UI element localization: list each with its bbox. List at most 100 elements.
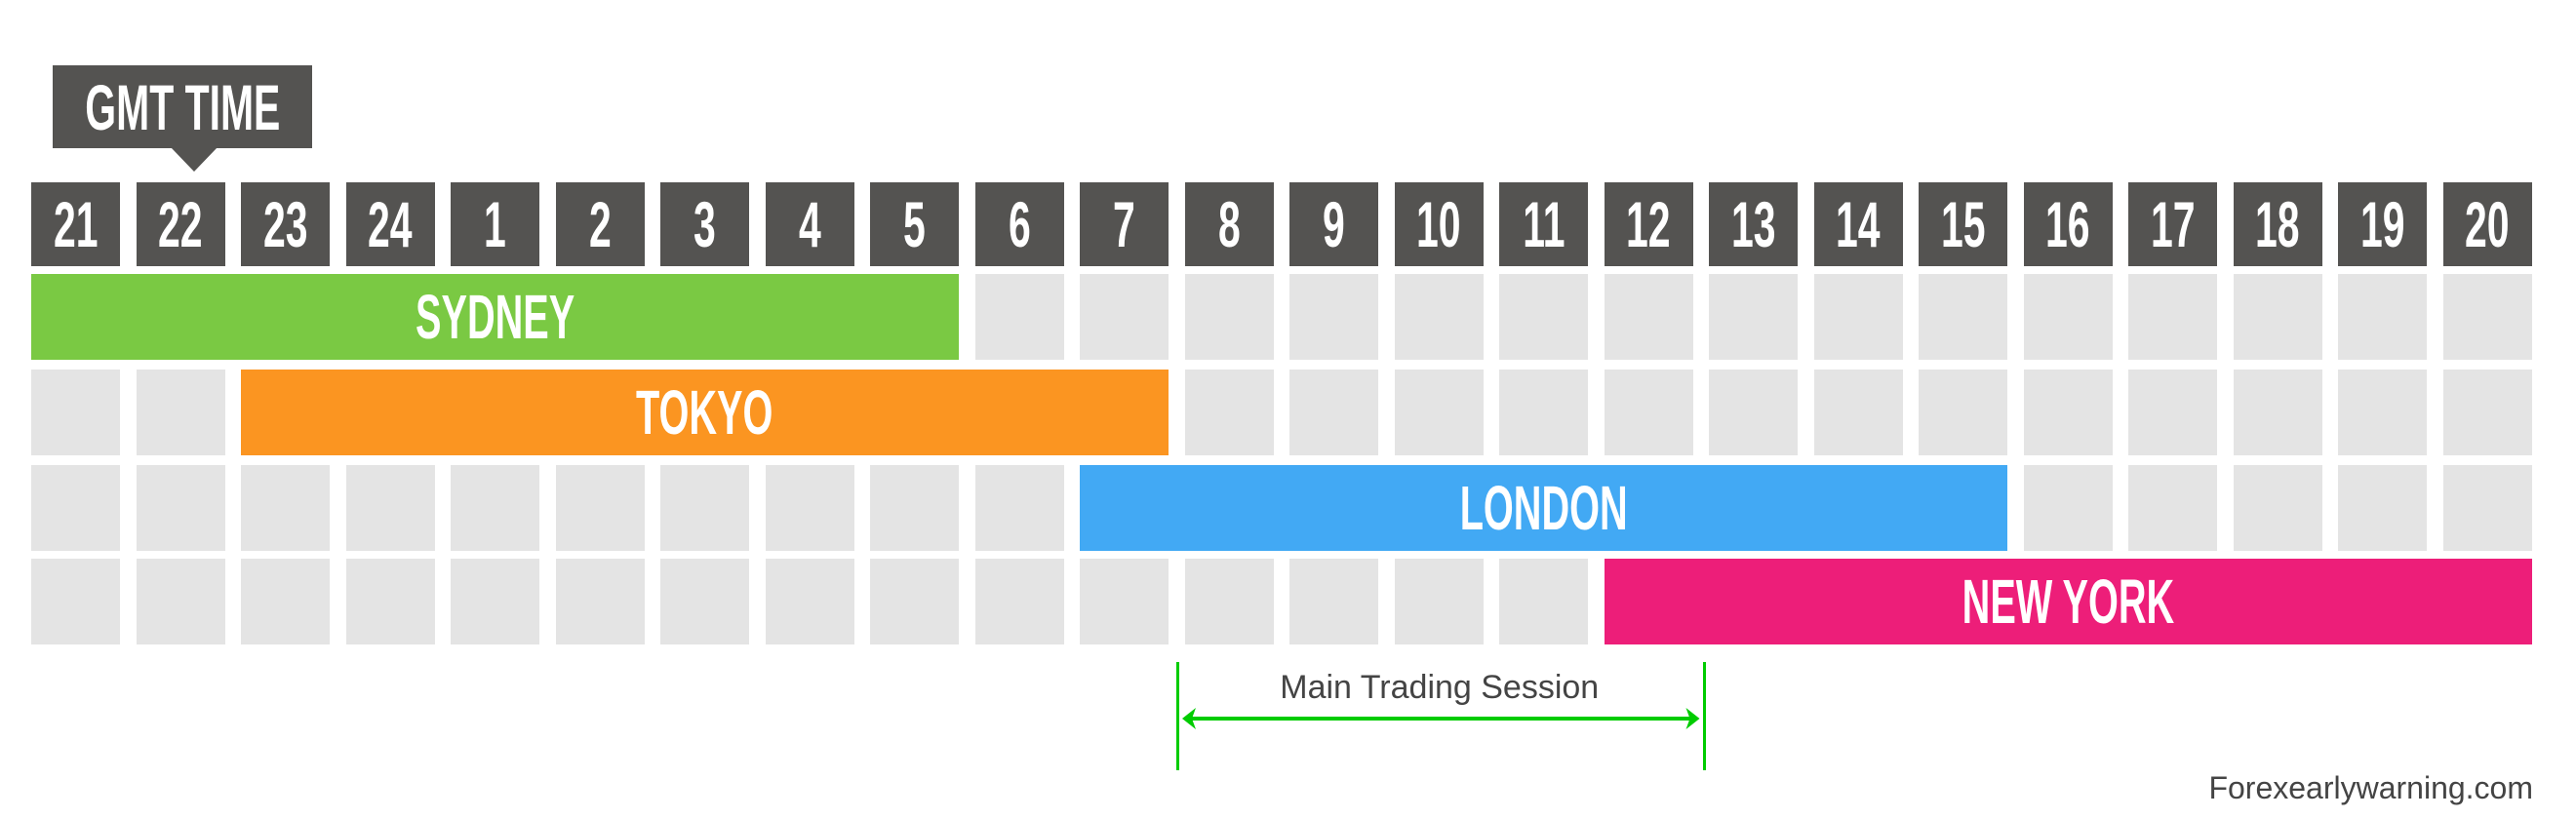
hour-label: 16	[2045, 188, 2090, 260]
session-bar-sydney: SYDNEY	[31, 274, 959, 360]
hour-cell-4: 4	[765, 182, 854, 266]
hour-label: 20	[2465, 188, 2510, 260]
empty-cell	[345, 465, 435, 551]
session-bar-new-york: NEW YORK	[1604, 559, 2532, 644]
empty-cell	[2023, 370, 2113, 455]
arrow-head-right	[1685, 708, 1699, 729]
empty-cell	[870, 559, 959, 644]
hour-cell-18: 18	[2233, 182, 2322, 266]
hour-label: 8	[1217, 188, 1241, 260]
empty-cell	[2233, 465, 2322, 551]
empty-cell	[2442, 465, 2532, 551]
empty-cell	[1184, 274, 1274, 360]
empty-cell	[1813, 274, 1903, 360]
empty-cell	[1813, 370, 1903, 455]
empty-cell	[1709, 274, 1798, 360]
hour-cell-5: 5	[870, 182, 959, 266]
empty-cell	[1604, 370, 1693, 455]
empty-cell	[1184, 370, 1274, 455]
hour-cell-7: 7	[1080, 182, 1169, 266]
empty-cell	[2128, 465, 2217, 551]
empty-cell	[1499, 274, 1588, 360]
hour-label: 10	[1416, 188, 1461, 260]
empty-cell	[974, 465, 1064, 551]
empty-cell	[2233, 274, 2322, 360]
empty-cell	[660, 465, 749, 551]
empty-cell	[1499, 559, 1588, 644]
empty-cell	[2442, 274, 2532, 360]
empty-cell	[1394, 559, 1484, 644]
hour-label: 1	[484, 188, 506, 260]
hour-label: 15	[1940, 188, 1986, 260]
empty-cell	[1080, 274, 1169, 360]
hour-label: 11	[1522, 188, 1565, 260]
empty-cell	[1394, 370, 1484, 455]
empty-cell	[2023, 465, 2113, 551]
gmt-label-pointer	[171, 147, 218, 172]
hour-cell-10: 10	[1394, 182, 1484, 266]
hour-cell-13: 13	[1709, 182, 1798, 266]
hour-label: 7	[1113, 188, 1135, 260]
hour-cell-21: 21	[31, 182, 120, 266]
hour-cell-16: 16	[2023, 182, 2113, 266]
empty-cell	[974, 274, 1064, 360]
empty-cell	[1289, 274, 1378, 360]
empty-cell	[136, 465, 225, 551]
main-session-start-line	[1175, 662, 1179, 770]
hour-label: 19	[2359, 188, 2405, 260]
empty-cell	[1499, 370, 1588, 455]
empty-cell	[765, 559, 854, 644]
empty-cell	[136, 370, 225, 455]
empty-cell	[1080, 559, 1169, 644]
empty-cell	[451, 465, 539, 551]
hour-cell-23: 23	[241, 182, 330, 266]
empty-cell	[1709, 370, 1798, 455]
hour-label: 4	[798, 188, 821, 260]
hour-label: 21	[53, 188, 99, 260]
footer-watermark: Forexearlywarning.com	[2208, 770, 2533, 805]
empty-cell	[1289, 370, 1378, 455]
empty-cell	[31, 370, 120, 455]
empty-cell	[2338, 465, 2427, 551]
hour-cell-14: 14	[1813, 182, 1903, 266]
hour-label: 17	[2150, 188, 2196, 260]
empty-cell	[1289, 559, 1378, 644]
arrow-head-left	[1181, 708, 1196, 729]
hour-label: 24	[368, 188, 413, 260]
main-session-end-line	[1703, 662, 1706, 770]
hour-cell-17: 17	[2128, 182, 2217, 266]
hour-label: 23	[262, 188, 308, 260]
empty-cell	[555, 559, 645, 644]
empty-cell	[31, 559, 120, 644]
empty-cell	[2338, 274, 2427, 360]
session-bar-tokyo: TOKYO	[241, 370, 1169, 455]
main-session-arrow	[1181, 708, 1699, 729]
gmt-time-label: GMT TIME	[53, 65, 312, 148]
empty-cell	[2338, 370, 2427, 455]
hour-cell-2: 2	[555, 182, 645, 266]
empty-cell	[1919, 274, 2007, 360]
hour-cell-3: 3	[660, 182, 749, 266]
empty-cell	[870, 465, 959, 551]
empty-cell	[2128, 274, 2217, 360]
empty-cell	[2128, 370, 2217, 455]
hour-label: 22	[158, 188, 203, 260]
hour-label: 14	[1836, 188, 1881, 260]
hour-cell-1: 1	[451, 182, 539, 266]
empty-cell	[1394, 274, 1484, 360]
empty-cell	[1184, 559, 1274, 644]
session-bar-london: LONDON	[1080, 465, 2007, 551]
hour-cell-20: 20	[2442, 182, 2532, 266]
hour-label: 12	[1626, 188, 1671, 260]
empty-cell	[765, 465, 854, 551]
empty-cell	[2233, 370, 2322, 455]
empty-cell	[1919, 370, 2007, 455]
empty-cell	[2023, 274, 2113, 360]
session-name: TOKYO	[636, 377, 773, 448]
hour-cell-9: 9	[1289, 182, 1378, 266]
empty-cell	[136, 559, 225, 644]
empty-cell	[555, 465, 645, 551]
hour-cell-24: 24	[345, 182, 435, 266]
session-name: SYDNEY	[415, 282, 575, 352]
main-session-label: Main Trading Session	[1280, 669, 1600, 706]
